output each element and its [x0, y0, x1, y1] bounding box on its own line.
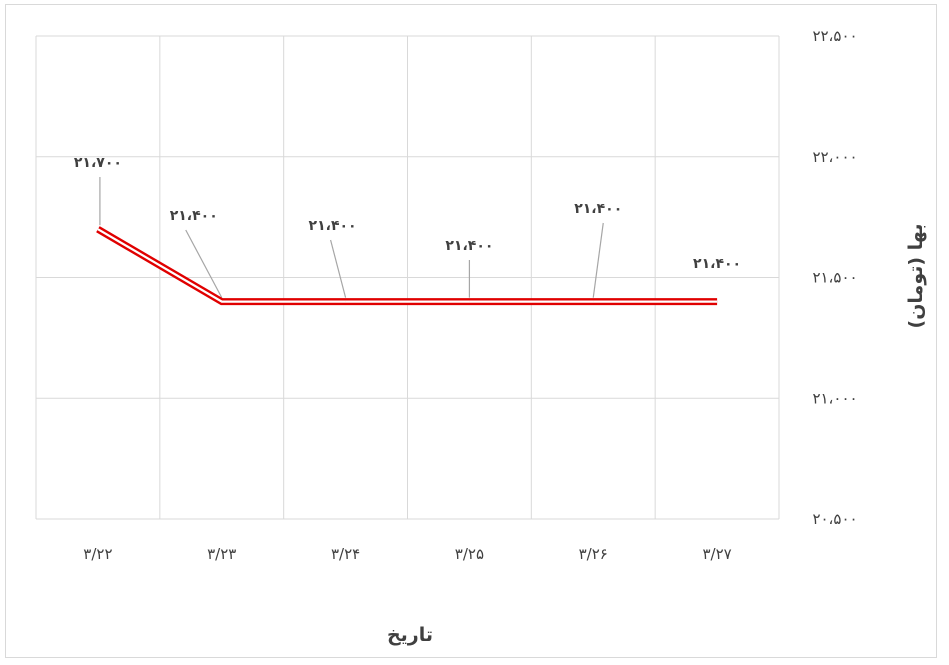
data-label: ۲۱،۴۰۰ [309, 218, 357, 234]
x-axis-title: تاریخ [387, 624, 433, 646]
leader-line [592, 222, 604, 298]
series-line-inner [97, 228, 718, 303]
data-label: ۲۱،۴۰۰ [170, 208, 218, 224]
x-tick-label: ۳/۲۳ [207, 545, 236, 563]
x-axis-ticks: ۳/۲۲ ۳/۲۳ ۳/۲۴ ۳/۲۵ ۳/۲۶ ۳/۲۷ [83, 545, 731, 563]
x-tick-label: ۳/۲۴ [331, 545, 360, 563]
x-tick-label: ۳/۲۲ [83, 545, 112, 563]
y-tick-label: ۲۱،۵۰۰ [812, 269, 857, 287]
x-tick-label: ۳/۲۶ [579, 545, 608, 563]
data-labels: ۲۱،۷۰۰ ۲۱،۴۰۰ ۲۱،۴۰۰ ۲۱،۴۰۰ ۲۱،۴۰۰ ۲۱،۴۰۰ [74, 155, 741, 272]
data-label-leaders [99, 177, 604, 298]
leader-line [330, 239, 347, 298]
data-label: ۲۱،۴۰۰ [693, 256, 741, 272]
y-tick-label: ۲۰،۵۰۰ [812, 510, 857, 528]
x-tick-label: ۳/۲۵ [455, 545, 484, 563]
series-group [96, 226, 718, 306]
y-tick-label: ۲۲،۰۰۰ [812, 148, 857, 166]
data-label: ۲۱،۴۰۰ [445, 238, 493, 254]
y-tick-label: ۲۲،۵۰۰ [812, 27, 857, 45]
y-axis-title: بها (تومان) [905, 224, 927, 329]
data-label: ۲۱،۴۰۰ [574, 201, 622, 217]
leader-line [185, 229, 223, 298]
y-axis-ticks: ۲۰،۵۰۰ ۲۱،۰۰۰ ۲۱،۵۰۰ ۲۲،۰۰۰ ۲۲،۵۰۰ [812, 27, 857, 528]
y-tick-label: ۲۱،۰۰۰ [812, 389, 857, 407]
data-label: ۲۱،۷۰۰ [74, 155, 122, 171]
x-tick-label: ۳/۲۷ [702, 545, 731, 563]
gridlines [35, 35, 780, 520]
